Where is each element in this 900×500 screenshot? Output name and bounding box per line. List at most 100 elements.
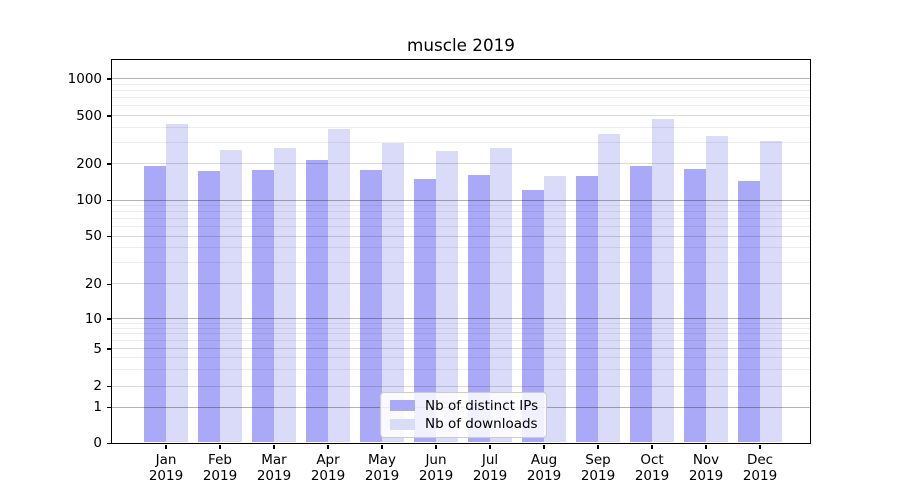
y-tick-0 [107,442,112,444]
bar-downloads-jul [489,147,512,442]
bar-downloads-apr [327,128,350,442]
legend: Nb of distinct IPs Nb of downloads [380,392,547,438]
bar-distinct-ips-apr [305,160,328,442]
gridline-y-30 [112,262,810,264]
x-tick-nov [705,444,707,449]
bar-distinct-ips-sep [575,176,598,442]
gridline-y-3 [112,369,810,371]
bar-downloads-mar [273,147,296,442]
x-tick-year: 2019 [472,467,508,484]
gridline-y-7 [112,333,810,335]
x-tick-jun [435,444,437,449]
bar-downloads-dec [759,141,782,442]
legend-swatch-distinct-ips [390,400,415,412]
legend-entry-downloads: Nb of downloads [390,416,538,432]
x-tick-label-nov: Nov 2019 [676,452,736,484]
x-tick-month: May [368,452,396,468]
x-tick-year: 2019 [580,467,616,484]
gridline-y-80 [112,211,810,213]
x-tick-year: 2019 [148,467,184,484]
x-tick-year: 2019 [688,467,724,484]
x-tick-year: 2019 [418,467,454,484]
bar-distinct-ips-mar [251,170,274,442]
gridline-y-40 [112,247,810,249]
x-tick-label-dec: Dec 2019 [730,452,790,484]
legend-label-distinct-ips: Nb of distinct IPs [425,397,539,414]
bar-distinct-ips-oct [629,165,652,442]
x-tick-label-feb: Feb 2019 [190,452,250,484]
bar-distinct-ips-aug [521,190,544,442]
gridline-y-90 [112,205,810,207]
gridline-y-8 [112,327,810,329]
y-tick-20 [107,283,112,285]
bar-distinct-ips-feb [197,170,220,442]
x-tick-month: Apr [316,452,340,468]
gridline-y-70 [112,218,810,220]
gridline-y-50 [112,235,810,237]
x-tick-year: 2019 [634,467,670,484]
x-tick-label-jan: Jan 2019 [136,452,196,484]
gridline-y-200 [112,163,810,164]
bar-downloads-feb [219,149,242,442]
gridline-y-100 [112,199,810,201]
bar-downloads-may [381,142,404,442]
x-tick-aug [543,444,545,449]
gridline-y-600 [112,105,810,107]
x-tick-label-sep: Sep 2019 [568,452,628,484]
bar-distinct-ips-may [359,170,382,442]
legend-swatch-downloads [390,418,415,430]
bar-distinct-ips-dec [737,181,760,442]
gridline-y-500 [112,115,810,116]
x-tick-label-aug: Aug 2019 [514,452,574,484]
y-tick-label-200: 200 [76,155,102,172]
y-tick-5 [107,348,112,350]
gridline-y-9 [112,322,810,324]
gridline-y-400 [112,126,810,128]
y-tick-10 [107,318,112,320]
x-tick-label-oct: Oct 2019 [622,452,682,484]
y-tick-label-0: 0 [93,434,102,451]
gridline-y-20 [112,283,810,285]
x-tick-month: Nov [692,452,720,468]
x-tick-month: Jan [155,452,177,468]
bar-downloads-sep [597,134,620,442]
gridline-y-900 [112,83,810,85]
y-tick-label-1: 1 [93,399,102,416]
x-tick-year: 2019 [526,467,562,484]
bar-distinct-ips-jul [467,175,490,442]
x-tick-month: Sep [585,452,611,468]
y-tick-2 [107,386,112,388]
y-tick-label-50: 50 [84,228,102,245]
x-tick-year: 2019 [364,467,400,484]
x-tick-year: 2019 [742,467,778,484]
plot-area [111,59,811,444]
bar-downloads-nov [705,136,728,442]
bar-downloads-oct [651,119,674,442]
x-tick-may [381,444,383,449]
y-tick-label-1000: 1000 [67,70,102,87]
y-tick-1000 [107,78,112,80]
gridline-y-800 [112,89,810,91]
gridline-y-60 [112,226,810,228]
x-tick-apr [327,444,329,449]
gridline-y-700 [112,97,810,99]
x-tick-month: Feb [208,452,232,468]
x-tick-sep [597,444,599,449]
x-tick-dec [759,444,761,449]
bar-distinct-ips-jun [413,178,436,442]
x-tick-jan [165,444,167,449]
x-tick-month: Jun [425,452,447,468]
x-tick-label-may: May 2019 [352,452,412,484]
y-tick-label-100: 100 [76,192,102,209]
x-tick-month: Aug [530,452,558,468]
y-tick-200 [107,163,112,165]
y-tick-50 [107,236,112,238]
chart-title: muscle 2019 [407,35,515,55]
x-tick-label-jun: Jun 2019 [406,452,466,484]
x-tick-label-jul: Jul 2019 [460,452,520,484]
x-tick-jul [489,444,491,449]
x-tick-month: Mar [261,452,287,468]
x-tick-month: Dec [746,452,774,468]
gridline-y-4 [112,357,810,359]
